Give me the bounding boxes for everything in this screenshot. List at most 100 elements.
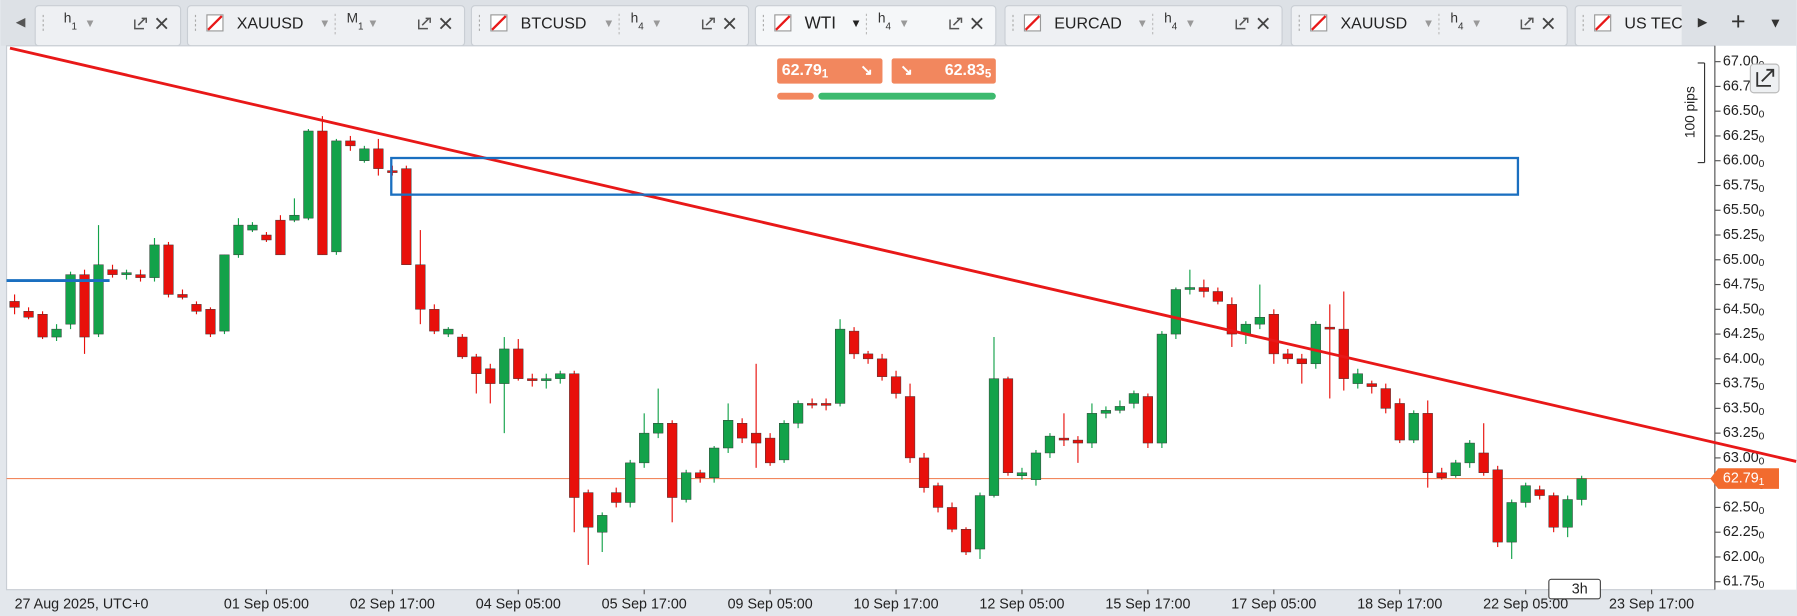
sell-volume-bar xyxy=(777,92,814,100)
x-tick-label: 01 Sep 05:00 xyxy=(224,596,309,612)
tab[interactable] xyxy=(470,5,750,46)
sell-arrow: ↘ xyxy=(860,63,872,79)
tab-symbol: XAUUSD xyxy=(1340,14,1407,32)
candle-body xyxy=(1226,304,1237,335)
candle-body xyxy=(443,328,454,335)
tab[interactable] xyxy=(1290,5,1568,46)
candle-body xyxy=(1100,410,1112,414)
candle-body xyxy=(261,234,272,241)
candle-body xyxy=(1044,435,1056,454)
candle-body xyxy=(1380,388,1391,409)
tab-timeframe: h1 xyxy=(64,10,78,32)
candle-body xyxy=(1016,472,1028,476)
symbol-icon-slash xyxy=(1024,15,1041,31)
symbol-dropdown[interactable]: ▼ xyxy=(319,18,330,30)
candle-body xyxy=(1058,437,1070,441)
symbol-dropdown[interactable]: ▼ xyxy=(603,18,614,30)
tab-timeframe: h4 xyxy=(631,10,645,32)
y-tick-label: 66.500 xyxy=(1723,103,1765,120)
interval-marker: 3h xyxy=(1548,578,1601,600)
candle-body xyxy=(932,485,944,508)
scroll-right[interactable]: ▶ xyxy=(1698,15,1708,29)
timeframe-dropdown[interactable]: ▼ xyxy=(651,18,662,30)
tab-close[interactable] xyxy=(723,17,736,30)
symbol-icon-slash xyxy=(775,15,791,31)
tab[interactable] xyxy=(186,5,466,46)
candle-body xyxy=(904,396,916,459)
candle-body xyxy=(79,274,90,338)
candle-body xyxy=(988,378,1000,496)
sell-button[interactable] xyxy=(777,58,883,84)
timeframe-dropdown[interactable]: ▼ xyxy=(1471,18,1482,30)
tab-menu[interactable]: ▼ xyxy=(1769,16,1783,31)
y-tick-label: 62.000 xyxy=(1723,549,1765,566)
candle-body xyxy=(1492,469,1503,543)
candle-body xyxy=(247,224,258,231)
scroll-left[interactable]: ◀ xyxy=(16,15,26,29)
plot-area xyxy=(5,45,1716,591)
candle-body xyxy=(233,224,244,256)
symbol-dropdown[interactable]: ▼ xyxy=(1137,18,1148,30)
timeframe-dropdown[interactable]: ▼ xyxy=(367,18,378,30)
tab[interactable] xyxy=(34,5,182,46)
candle-body xyxy=(807,403,818,406)
interval-label: 3h xyxy=(1572,581,1588,597)
y-tick-label: 64.500 xyxy=(1723,301,1765,318)
candle-body xyxy=(471,356,482,374)
tab-close[interactable] xyxy=(1257,17,1269,30)
x-tick-label: 02 Sep 17:00 xyxy=(350,596,435,612)
candle-body xyxy=(583,492,594,528)
candle-body xyxy=(373,148,384,169)
candle-body xyxy=(177,294,188,298)
candle-body xyxy=(625,462,636,503)
candle-body xyxy=(1142,396,1153,444)
candle-body xyxy=(876,358,888,377)
tab-popout[interactable] xyxy=(134,17,147,30)
timeframe-dropdown[interactable]: ▼ xyxy=(899,18,910,30)
y-tick-label: 65.000 xyxy=(1723,252,1765,269)
active-tab[interactable] xyxy=(754,5,997,46)
candle-body xyxy=(107,269,118,275)
candle-body xyxy=(1030,452,1042,480)
candle-body xyxy=(541,378,552,381)
last-price-tag xyxy=(1710,468,1779,489)
candle-body xyxy=(191,304,202,312)
tab-timeframe: M1 xyxy=(347,10,364,32)
tab-close[interactable] xyxy=(1542,17,1555,30)
timeframe-dropdown[interactable]: ▼ xyxy=(1185,18,1196,30)
candle-body xyxy=(848,330,860,355)
tab-popout[interactable] xyxy=(949,17,963,30)
candle-body xyxy=(303,130,314,219)
tab[interactable] xyxy=(1004,5,1283,46)
popout-icon xyxy=(1756,68,1775,87)
timeframe-dropdown[interactable]: ▼ xyxy=(84,18,95,30)
candle-body xyxy=(401,168,412,265)
tab-close[interactable] xyxy=(439,17,452,30)
last-price-label: 62.791 xyxy=(1723,470,1765,487)
y-tick-label: 64.250 xyxy=(1723,326,1765,343)
buy-price: 62.835 xyxy=(945,61,992,80)
candle-body xyxy=(1310,323,1321,365)
candle-body xyxy=(820,403,832,406)
candle-body xyxy=(1450,462,1461,476)
candle-body xyxy=(121,272,132,275)
y-tick-label: 65.500 xyxy=(1723,202,1765,219)
candle-body xyxy=(1408,413,1419,441)
tab-popout[interactable] xyxy=(1235,17,1249,30)
candle-body xyxy=(93,264,104,335)
trendline xyxy=(9,46,1797,463)
add-tab[interactable]: + xyxy=(1731,8,1746,36)
tab-popout[interactable] xyxy=(701,17,715,30)
tab-close[interactable] xyxy=(971,17,983,30)
symbol-icon-slash xyxy=(207,15,223,31)
y-tick-label: 65.250 xyxy=(1723,227,1765,244)
tab-popout[interactable] xyxy=(418,17,431,30)
symbol-dropdown[interactable]: ▼ xyxy=(1423,18,1434,30)
symbol-dropdown[interactable]: ▼ xyxy=(850,18,861,30)
buy-button[interactable] xyxy=(891,58,996,84)
tab-symbol: XAUUSD xyxy=(237,14,304,32)
tab-popout[interactable] xyxy=(1520,17,1534,30)
tab-close[interactable] xyxy=(155,17,168,30)
x-tick-label: 23 Sep 17:00 xyxy=(1609,596,1694,612)
interval-box xyxy=(1548,578,1601,600)
